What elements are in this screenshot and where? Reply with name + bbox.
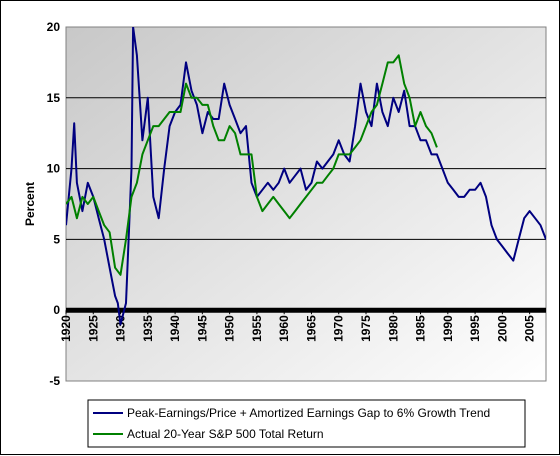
x-tick-label: 1950 [223,315,237,342]
x-tick-label: 2005 [523,315,537,342]
y-tick-label: -5 [49,374,60,388]
x-tick-label: 1935 [141,315,155,342]
y-tick-label: 0 [53,303,60,317]
x-tick-label: 1970 [332,315,346,342]
y-tick-label: 15 [47,91,61,105]
plot-area [65,26,547,382]
y-tick-label: 10 [47,162,61,176]
legend: Peak-Earnings/Price + Amortized Earnings… [87,399,526,448]
x-tick-label: 1995 [468,315,482,342]
series-line-0 [66,27,546,326]
x-tick-label: 1985 [414,315,428,342]
y-axis-label: Percent [23,182,37,226]
y-tick-label: 20 [47,20,61,34]
x-tick-label: 1965 [304,315,318,342]
x-tick-label: 1960 [277,315,291,342]
legend-entry-series-0: Peak-Earnings/Price + Amortized Earnings… [127,406,490,420]
x-tick-label: 1930 [114,315,128,342]
x-tick-label: 1940 [168,315,182,342]
x-tick-label: 2000 [495,315,509,342]
x-tick-label: 1980 [386,315,400,342]
x-tick-label: 1955 [250,315,264,342]
y-tick-label: 5 [53,232,60,246]
series-line-1 [66,54,438,276]
x-tick-label: 1920 [59,315,73,342]
x-tick-label: 1975 [359,315,373,342]
x-tick-label: 1990 [441,315,455,342]
x-tick-label: 1925 [86,315,100,342]
legend-entry-series-1: Actual 20-Year S&P 500 Total Return [127,427,324,441]
x-tick-label: 1945 [195,315,209,342]
